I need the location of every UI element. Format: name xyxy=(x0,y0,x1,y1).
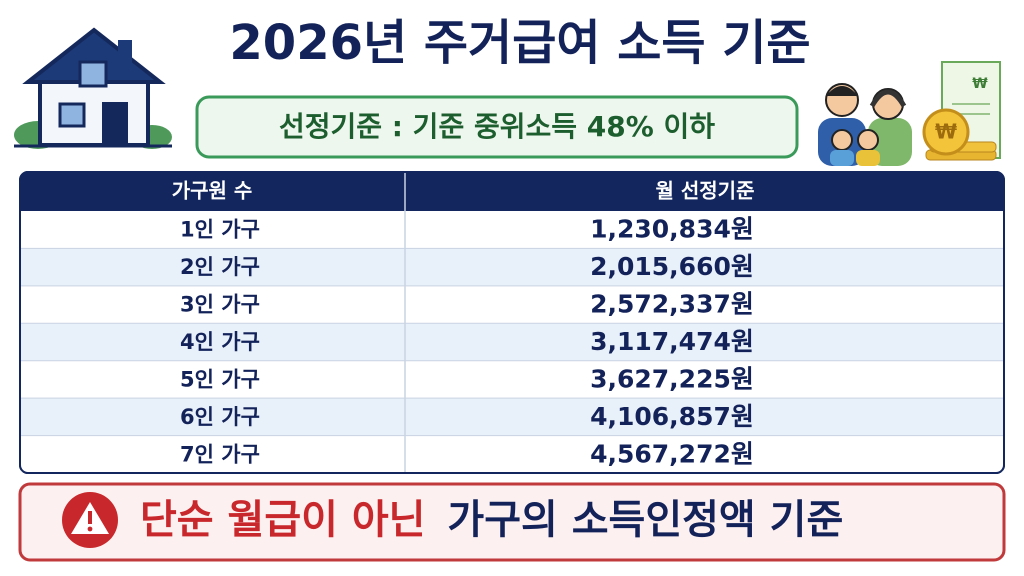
subtitle-box xyxy=(195,95,799,159)
warning-icon xyxy=(62,492,118,548)
coin-symbol: ₩ xyxy=(935,120,957,144)
table-row xyxy=(21,323,1003,361)
footer-text: 단순 월급이 아닌 가구의 소득인정액 기준 xyxy=(140,497,843,543)
money-icon: ₩ ₩ xyxy=(922,61,1001,161)
household-size: 7인 가구 xyxy=(180,442,260,466)
house-icon xyxy=(14,27,172,149)
family-icon xyxy=(818,83,912,166)
table-row xyxy=(21,360,1003,399)
income-threshold: 4,106,857원 xyxy=(590,402,754,431)
footer-box xyxy=(18,482,1006,562)
table-row xyxy=(21,248,1003,286)
table-row xyxy=(21,285,1003,324)
table-header xyxy=(20,172,1004,211)
table-row xyxy=(21,435,1003,472)
household-size: 5인 가구 xyxy=(180,367,260,391)
column-header: 월 선정기준 xyxy=(656,179,755,203)
table-row xyxy=(21,398,1003,436)
footer-highlight: 단순 월급이 아닌 xyxy=(140,497,425,543)
household-size: 3인 가구 xyxy=(180,293,260,317)
subtitle: 선정기준 : 기준 중위소득 48% 이하 xyxy=(279,110,715,143)
income-threshold: 3,627,225원 xyxy=(590,364,754,393)
household-size: 6인 가구 xyxy=(180,405,260,429)
household-size: 4인 가구 xyxy=(180,330,260,354)
currency-symbol: ₩ xyxy=(972,76,988,92)
income-threshold: 2,015,660원 xyxy=(590,252,754,281)
income-threshold: 1,230,834원 xyxy=(590,215,754,244)
income-threshold: 2,572,337원 xyxy=(590,290,754,319)
table: 가구원 수 월 선정기준 1인 가구 1,230,834원 2인 가구 2,015,6… xyxy=(19,171,1005,474)
income-threshold: 4,567,272원 xyxy=(590,439,754,468)
household-size: 2인 가구 xyxy=(180,255,260,279)
household-size: 1인 가구 xyxy=(180,218,260,242)
title: 2026년 주거급여 소득 기준 xyxy=(229,15,810,71)
table-row xyxy=(21,211,1003,249)
table-border xyxy=(19,171,1005,474)
income-threshold: 3,117,474원 xyxy=(590,327,754,356)
footer-main: 가구의 소득인정액 기준 xyxy=(447,497,843,543)
column-header: 가구원 수 xyxy=(172,179,253,203)
